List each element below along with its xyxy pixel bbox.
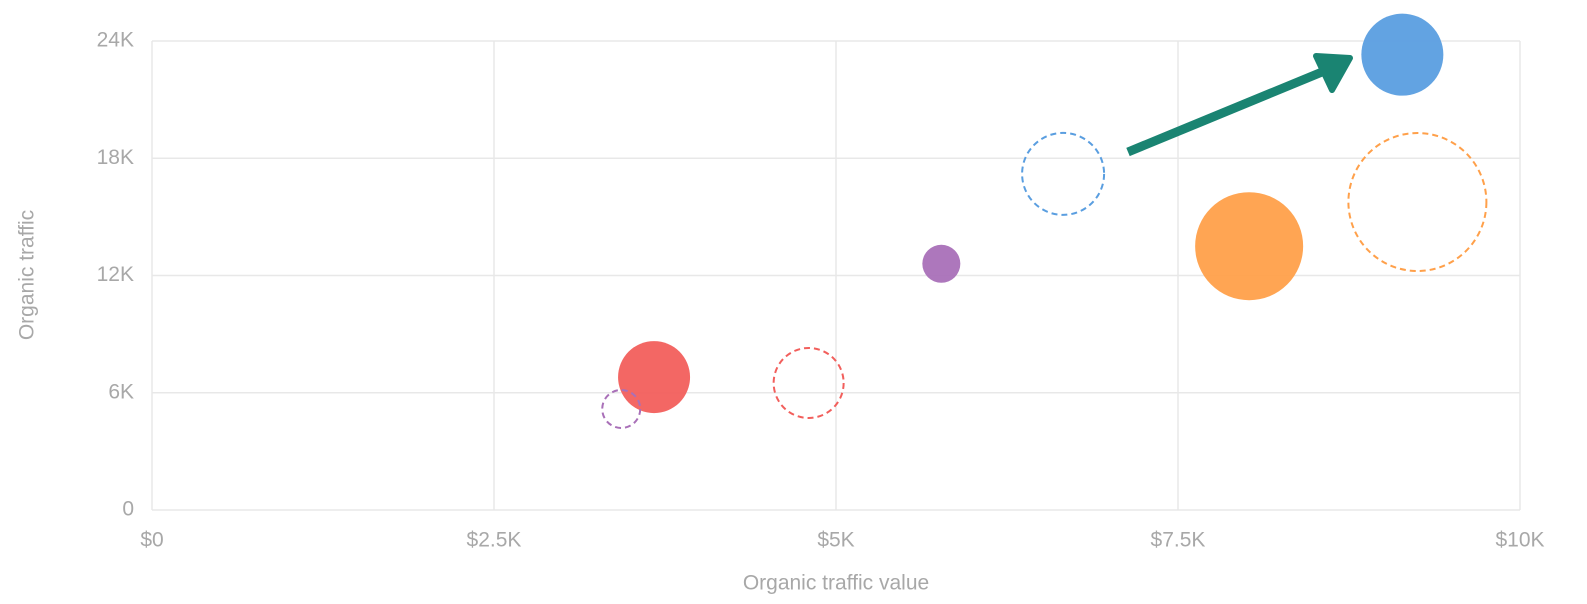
y-axis-title: Organic traffic xyxy=(16,210,39,340)
plot-area: 0 6K 12K 18K 24K $0 $2.5K $5K $7.5K $10K xyxy=(97,13,1545,552)
x-axis-title: Organic traffic value xyxy=(743,572,929,595)
bubble-previous xyxy=(1347,132,1488,273)
arrow-head xyxy=(1313,53,1353,93)
bubble-previous xyxy=(772,346,845,419)
x-tick-label: $7.5K xyxy=(1151,529,1206,552)
y-tick-label: 0 xyxy=(122,498,134,521)
y-tick-label: 24K xyxy=(97,29,134,52)
bubble xyxy=(618,341,691,414)
y-tick-label: 12K xyxy=(97,263,134,286)
y-tick-label: 6K xyxy=(108,380,134,403)
bubble xyxy=(922,244,961,283)
y-tick-label: 18K xyxy=(97,146,134,169)
x-tick-label: $0 xyxy=(140,529,163,552)
arrow-shaft xyxy=(1126,67,1324,157)
bubble-previous xyxy=(1021,131,1106,216)
trend-arrow xyxy=(1126,53,1353,157)
bubble xyxy=(1361,13,1444,96)
bubble-previous xyxy=(601,388,642,429)
x-tick-label: $10K xyxy=(1495,529,1544,552)
x-tick-label: $2.5K xyxy=(467,529,522,552)
bubble xyxy=(1195,192,1304,301)
x-tick-label: $5K xyxy=(817,529,854,552)
